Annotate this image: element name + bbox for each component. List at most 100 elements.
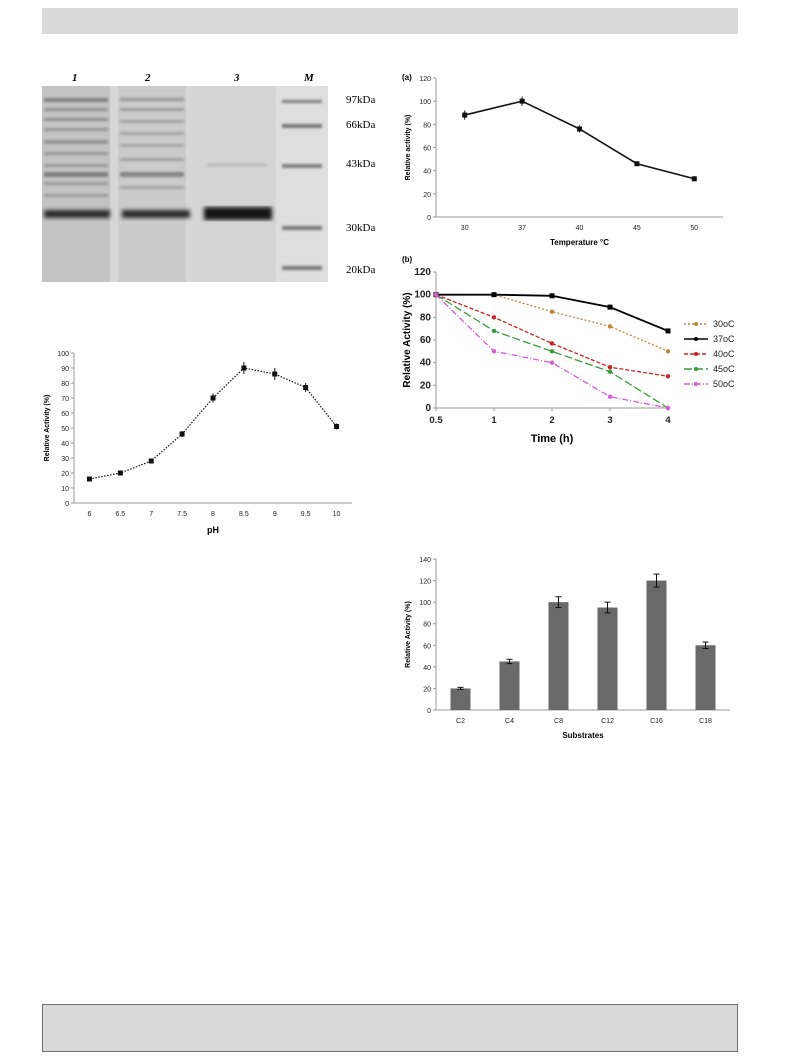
x-tick-label: 45 — [633, 225, 641, 232]
data-point — [607, 324, 613, 329]
data-point — [549, 349, 555, 354]
y-tick-label: 100 — [414, 290, 431, 301]
data-point — [549, 360, 555, 365]
substrate-specificity-chart: 0 20 40 60 80 100 120 140 C2 C4 C8 C12 C16 C18 Substra… — [405, 557, 730, 740]
x-tick-label: 0.5 — [429, 415, 443, 426]
y-tick-label: 120 — [419, 76, 431, 83]
legend-label: 37oC — [713, 334, 735, 344]
data-point — [491, 292, 497, 298]
x-tick-label: C12 — [601, 718, 614, 725]
y-axis-title: Relative Activity (%) — [405, 601, 412, 668]
x-tick-label: C4 — [505, 718, 514, 725]
x-axis-title: Temperature °C — [550, 238, 609, 247]
x-axis-title: Substrates — [562, 731, 604, 740]
x-tick-label: 37 — [518, 225, 526, 232]
y-tick-label: 20 — [61, 471, 69, 478]
y-tick-label: 0 — [427, 708, 431, 715]
y-tick-label: 60 — [423, 643, 431, 650]
data-point — [665, 405, 671, 411]
y-tick-label: 60 — [61, 411, 69, 418]
x-axis-title: Time (h) — [531, 433, 574, 445]
y-tick-label: 40 — [423, 169, 431, 176]
x-tick-label: C8 — [554, 718, 563, 725]
data-point — [549, 309, 555, 314]
gel-marker-label: 30kDa — [346, 222, 376, 234]
data-point — [607, 394, 613, 399]
x-tick-label: 9 — [273, 511, 277, 518]
x-tick-label: C18 — [699, 718, 712, 725]
x-tick-label: 3 — [607, 415, 612, 426]
x-tick-label: 6 — [87, 511, 91, 518]
y-tick-label: 120 — [419, 579, 431, 586]
x-tick-label: C16 — [650, 718, 663, 725]
data-point — [634, 161, 640, 167]
data-point — [549, 341, 555, 346]
y-tick-label: 80 — [61, 381, 69, 388]
gel-lane-label: 2 — [145, 72, 151, 84]
bar — [695, 645, 716, 710]
data-point — [272, 371, 278, 377]
legend-label: 30oC — [713, 319, 735, 329]
x-tick-label: 8.5 — [239, 511, 249, 518]
panel-label: (a) — [402, 73, 412, 82]
legend-label: 40oC — [713, 349, 735, 359]
legend-marker — [694, 367, 698, 371]
page-header-bar — [42, 8, 738, 34]
ph-activity-chart: 0 10 20 30 40 50 60 70 80 90 100 6 6.5 7 7.5 8 8.5 9 9.5 10… — [44, 351, 352, 535]
gel-lane-label: M — [304, 72, 314, 84]
gel-lane-label: 3 — [234, 72, 240, 84]
x-tick-label: C2 — [456, 718, 465, 725]
y-axis-title: Relative Activity (%) — [44, 395, 51, 462]
x-tick-label: 7 — [149, 511, 153, 518]
x-tick-label: 50 — [690, 225, 698, 232]
legend-marker — [694, 322, 698, 326]
y-tick-label: 120 — [414, 267, 431, 278]
x-tick-label: 7.5 — [177, 511, 187, 518]
gel-marker-label: 97kDa — [346, 94, 376, 106]
x-axis-title: pH — [207, 525, 219, 535]
panel-label: (b) — [402, 255, 413, 264]
y-tick-label: 60 — [423, 146, 431, 153]
y-axis-title: Relative Activity (%) — [402, 292, 413, 387]
y-tick-label: 20 — [420, 380, 432, 391]
data-point — [210, 395, 216, 401]
y-tick-label: 40 — [420, 358, 432, 369]
series-line — [435, 294, 669, 409]
y-tick-label: 50 — [61, 426, 69, 433]
data-point — [86, 476, 92, 482]
y-tick-label: 100 — [57, 351, 69, 358]
data-point — [691, 176, 697, 182]
y-tick-label: 20 — [423, 686, 431, 693]
x-tick-label: 8 — [211, 511, 215, 518]
data-point — [148, 458, 154, 464]
data-point — [665, 349, 671, 354]
bar — [450, 688, 471, 710]
legend-marker — [694, 352, 698, 356]
legend-marker — [694, 382, 698, 386]
data-point — [577, 126, 582, 132]
y-tick-label: 140 — [419, 557, 431, 564]
page-footer-bar — [42, 1004, 738, 1052]
gel-lane-label: 1 — [72, 72, 78, 84]
y-tick-label: 0 — [427, 215, 431, 222]
data-point — [665, 328, 671, 334]
y-tick-label: 0 — [425, 403, 431, 414]
data-point — [491, 315, 497, 320]
x-tick-label: 1 — [491, 415, 497, 426]
y-tick-label: 100 — [419, 600, 431, 607]
bar — [597, 607, 618, 710]
series-line — [89, 367, 338, 480]
data-point — [303, 385, 309, 390]
x-tick-label: 40 — [576, 225, 584, 232]
legend-label: 45oC — [713, 364, 735, 374]
legend-label: 50oC — [713, 379, 735, 389]
y-tick-label: 80 — [423, 622, 431, 629]
data-point — [607, 304, 613, 310]
thermostability-chart: 0 20 40 60 80 100 120 0.5 1 2 3 4 30oC 37oC 40oC 45oC 50… — [402, 255, 735, 445]
data-point — [462, 112, 468, 118]
data-point — [607, 369, 613, 374]
y-tick-label: 10 — [61, 486, 69, 493]
x-tick-label: 6.5 — [115, 511, 125, 518]
y-tick-label: 30 — [61, 456, 69, 463]
data-point — [433, 292, 439, 297]
